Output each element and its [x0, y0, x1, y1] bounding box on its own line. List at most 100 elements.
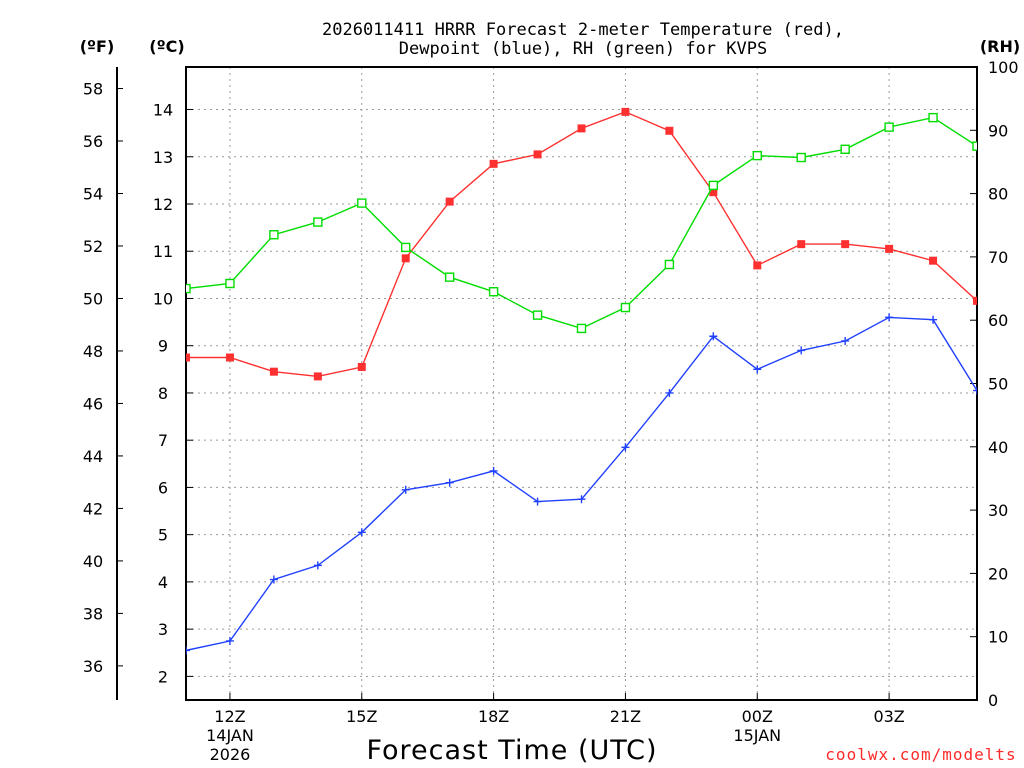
plot-area — [186, 107, 977, 655]
dewpoint-point — [797, 346, 806, 355]
relative-humidity-point — [928, 112, 938, 123]
celsius-tick-label: 14 — [153, 101, 173, 120]
rh-tick-label: 90 — [988, 121, 1008, 140]
2-meter-temperature-point — [225, 353, 234, 362]
chart-title-line-1: 2026011411 HRRR Forecast 2-meter Tempera… — [322, 20, 844, 40]
rh-tick-label: 70 — [988, 248, 1008, 267]
celsius-tick-label: 3 — [158, 620, 168, 639]
dewpoint-point — [753, 365, 762, 374]
dewpoint-point — [225, 636, 234, 645]
2-meter-temperature-point — [665, 126, 674, 135]
relative-humidity-point — [796, 152, 806, 163]
rh-tick-label: 40 — [988, 438, 1008, 457]
2-meter-temperature-point — [269, 367, 278, 376]
2-meter-temperature-point — [973, 296, 977, 305]
dewpoint-point — [621, 443, 630, 452]
fahrenheit-tick-label: 50 — [83, 289, 103, 308]
grid-lines — [186, 67, 977, 700]
x-tick-label: 12Z — [214, 707, 245, 726]
dewpoint-point — [445, 478, 454, 487]
axes — [116, 66, 978, 701]
dewpoint-line — [186, 316, 977, 652]
rh-tick-label: 50 — [988, 375, 1008, 394]
x-tick-label: 18Z — [478, 707, 509, 726]
dewpoint-point — [313, 561, 322, 570]
2-meter-temperature-point — [357, 362, 366, 371]
celsius-tick-label: 4 — [158, 573, 168, 592]
relative-humidity-point — [269, 230, 279, 240]
x-tick-label: 21Z — [610, 707, 641, 726]
celsius-tick-label: 6 — [158, 478, 168, 497]
dewpoint-point — [973, 386, 977, 395]
2-meter-temperature-point — [313, 372, 322, 381]
fahrenheit-tick-label: 48 — [83, 342, 103, 361]
relative-humidity-point — [444, 272, 455, 282]
rh-tick-label: 60 — [988, 311, 1008, 330]
celsius-tick-label: 5 — [158, 526, 168, 545]
celsius-tick-label: 9 — [158, 337, 168, 356]
credit-watermark: coolwx.com/modelts — [825, 745, 1016, 764]
dewpoint-point — [929, 315, 938, 324]
2-meter-temperature-point — [489, 159, 498, 168]
relative-humidity-point — [532, 310, 543, 320]
rh-tick-label: 0 — [988, 691, 998, 710]
data-series — [186, 107, 977, 655]
2-meter-temperature-point — [929, 256, 938, 265]
rh-unit-label: (RH) — [980, 37, 1020, 56]
dewpoint-point — [709, 332, 718, 341]
rh-tick-label: 100 — [988, 58, 1019, 77]
relative-humidity-point — [840, 144, 850, 154]
dewpoint-point — [489, 466, 498, 475]
fahrenheit-unit-label: (ºF) — [80, 37, 115, 56]
x-axis-title: Forecast Time (UTC) — [366, 735, 657, 766]
celsius-tick-label: 8 — [158, 384, 168, 403]
relative-humidity-point — [664, 259, 675, 270]
celsius-tick-label: 2 — [158, 667, 168, 686]
dewpoint-point — [577, 495, 586, 504]
relative-humidity-point — [972, 141, 977, 151]
relative-humidity-point — [576, 323, 587, 334]
x-year-label: 2026 — [210, 745, 251, 764]
tick-labels: 2345678910111213143638404244464850525456… — [83, 58, 1019, 764]
fahrenheit-tick-label: 54 — [83, 184, 103, 203]
relative-humidity-point — [620, 302, 631, 313]
2-meter-temperature-point — [401, 254, 410, 263]
fahrenheit-tick-label: 52 — [83, 237, 103, 256]
dewpoint-point — [533, 497, 542, 506]
rh-tick-label: 20 — [988, 564, 1008, 583]
dewpoint-point — [401, 485, 410, 494]
2-meter-temperature-point — [841, 240, 850, 249]
fahrenheit-tick-label: 38 — [83, 604, 103, 623]
celsius-unit-label: (ºC) — [149, 37, 184, 56]
fahrenheit-tick-label: 42 — [83, 499, 103, 518]
relative-humidity-point — [884, 122, 894, 132]
2-meter-temperature-point — [885, 244, 894, 253]
celsius-tick-label: 7 — [158, 431, 168, 450]
relative-humidity-line — [186, 116, 977, 330]
dewpoint-point — [665, 388, 674, 397]
dewpoint-point — [841, 336, 850, 345]
fahrenheit-tick-label: 58 — [83, 80, 103, 99]
x-date-label: 14JAN — [206, 726, 254, 745]
dewpoint-point — [186, 646, 190, 655]
2-meter-temperature-point — [753, 261, 762, 270]
relative-humidity-point — [225, 278, 235, 289]
2-meter-temperature-line — [186, 111, 977, 378]
dewpoint-point — [357, 528, 366, 537]
dewpoint-point — [885, 313, 894, 322]
relative-humidity-point — [752, 150, 762, 161]
celsius-tick-label: 13 — [153, 148, 173, 167]
x-tick-label: 03Z — [873, 707, 904, 726]
dewpoint-point — [269, 575, 278, 584]
celsius-tick-label: 12 — [153, 195, 173, 214]
2-meter-temperature-point — [709, 188, 718, 197]
fahrenheit-tick-label: 56 — [83, 132, 103, 151]
x-date-label: 15JAN — [733, 726, 781, 745]
x-tick-label: 15Z — [346, 707, 377, 726]
rh-tick-label: 80 — [988, 185, 1008, 204]
plot-frame — [185, 66, 978, 701]
fahrenheit-tick-label: 40 — [83, 552, 103, 571]
relative-humidity-point — [488, 287, 499, 297]
rh-tick-label: 10 — [988, 628, 1008, 647]
